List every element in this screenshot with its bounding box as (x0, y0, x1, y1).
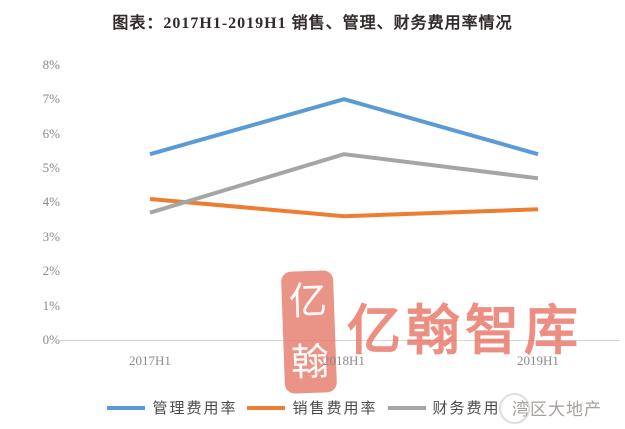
watermark-logo-circle-icon (499, 393, 530, 424)
legend-label-sales: 销售费用率 (292, 401, 378, 417)
management-expense-line (149, 97, 539, 157)
watermark-footer-text: 湾区大地产 (512, 400, 602, 419)
x-axis-label: 2017H1 (129, 353, 171, 368)
y-axis-tick-label: 5% (42, 160, 60, 175)
y-axis-tick-label: 3% (42, 229, 60, 244)
x-axis-label: 2018H1 (323, 353, 365, 368)
legend-swatch-management (107, 405, 146, 410)
legend: 管理费用率 销售费用率 财务费用率 (0, 397, 625, 418)
y-axis-tick-label: 6% (42, 126, 60, 141)
y-axis-tick-label: 0% (42, 332, 60, 347)
legend-swatch-finance (387, 405, 426, 410)
x-axis-label: 2019H1 (517, 353, 559, 368)
x-axis-line (58, 340, 620, 341)
chart-title: 图表：2017H1-2019H1 销售、管理、财务费用率情况 (112, 15, 513, 32)
watermark-seal: 亿 翰 (280, 270, 338, 394)
y-axis-tick-label: 7% (42, 91, 60, 106)
watermark-footer: 湾区大地产 (497, 386, 625, 429)
y-axis-tick-label: 4% (42, 194, 60, 209)
finance-expense-line (149, 152, 539, 215)
legend-item-management: 管理费用率 (107, 397, 237, 418)
watermark-seal-char-top: 亿 (288, 279, 328, 324)
y-axis-tick-label: 2% (42, 263, 60, 278)
sales-expense-line (149, 197, 539, 219)
y-axis-tick-label: 8% (42, 57, 60, 72)
legend-label-management: 管理费用率 (152, 401, 238, 417)
legend-item-sales: 销售费用率 (247, 397, 377, 418)
legend-item-finance: 财务费用率 (387, 397, 518, 418)
legend-swatch-sales (247, 405, 286, 410)
y-axis-tick-label: 1% (42, 298, 60, 313)
watermark-brand-text: 亿翰智库 (347, 301, 583, 361)
legend-label-finance: 财务费用率 (432, 401, 518, 417)
